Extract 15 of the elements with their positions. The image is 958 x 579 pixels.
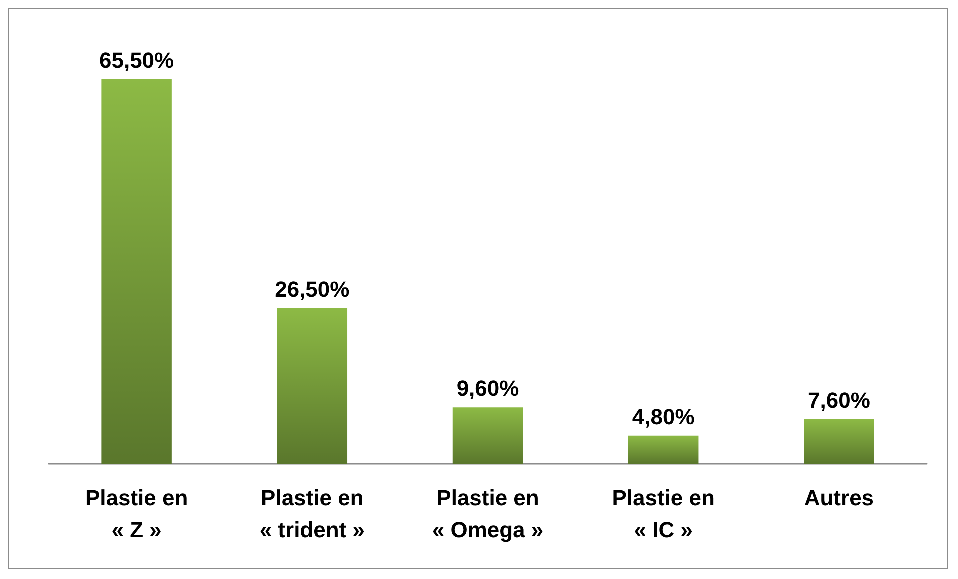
data-label: 65,50% <box>99 48 174 73</box>
x-tick-label: Plastie en « Z » <box>85 486 188 542</box>
bar <box>102 79 172 464</box>
bar <box>452 408 524 464</box>
x-tick-label: Autres <box>804 486 874 510</box>
x-tick-label: Plastie en « IC » <box>612 486 715 542</box>
x-tick-label: Plastie en « trident » <box>260 486 365 542</box>
data-label: 9,60% <box>456 376 520 402</box>
bar <box>804 419 874 464</box>
data-label: 26,50% <box>275 276 350 302</box>
bar <box>628 436 699 464</box>
data-label: 7,60% <box>808 388 870 413</box>
data-label: 4,80% <box>632 404 695 430</box>
x-tick-label: Plastie en « Omega » <box>432 486 544 542</box>
bar <box>277 308 348 464</box>
